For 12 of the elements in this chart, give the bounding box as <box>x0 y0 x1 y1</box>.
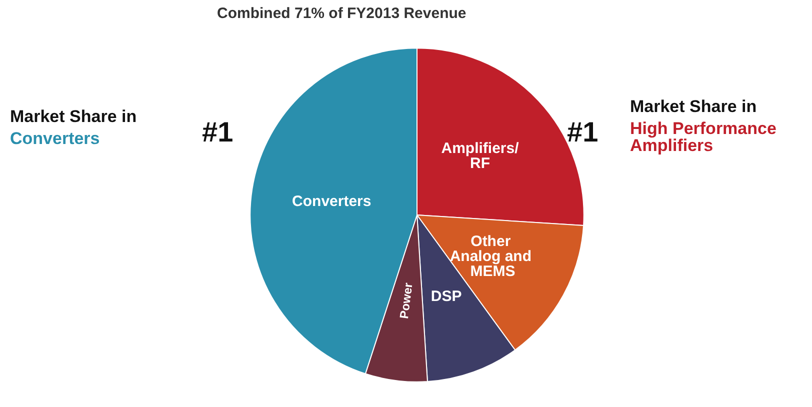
slice-label: DSP <box>430 288 462 305</box>
text: Converters <box>10 129 100 148</box>
slice-label: Other Analog and MEMS <box>450 233 536 280</box>
text: High Performance Amplifiers <box>630 119 782 155</box>
slice-label: Power <box>396 282 416 320</box>
slice-label: Converters <box>292 192 372 210</box>
text: Combined 71% of FY2013 Revenue <box>217 5 466 22</box>
text: Market Share in <box>630 97 757 116</box>
text: Market Share in <box>10 107 137 126</box>
text: #1 <box>567 116 598 148</box>
slice-label: Amplifiers/RF <box>441 140 520 172</box>
text: #1 <box>202 116 234 148</box>
